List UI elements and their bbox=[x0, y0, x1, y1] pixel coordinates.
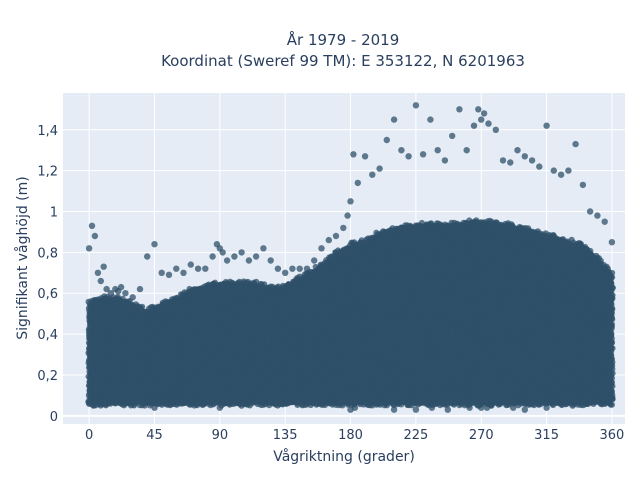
chart-title-line1: År 1979 - 2019 bbox=[287, 30, 400, 49]
chart-title-line2: Koordinat (Sweref 99 TM): E 353122, N 62… bbox=[161, 52, 525, 70]
